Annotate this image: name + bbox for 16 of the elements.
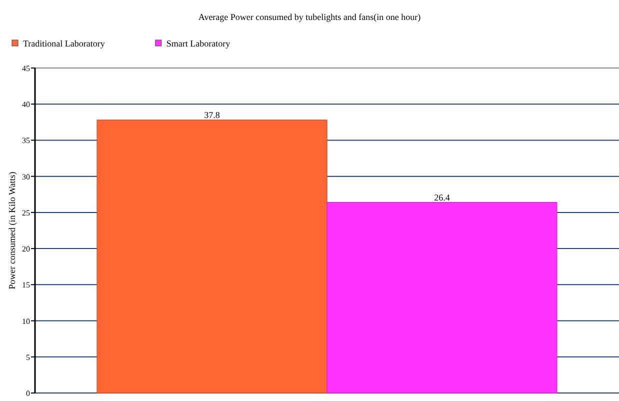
chart-title: Average Power consumed by tubelights and fans(in one hour)	[198, 12, 421, 22]
legend-label: Smart Laboratory	[166, 38, 231, 48]
y-tick-label: 0	[26, 389, 30, 398]
y-tick-label: 20	[22, 244, 30, 254]
y-tick-label: 35	[22, 136, 30, 146]
y-tick-label: 40	[22, 100, 30, 110]
y-tick-label: 30	[22, 172, 30, 182]
data-label: 37.8	[204, 110, 220, 120]
y-tick-label: 15	[22, 280, 30, 290]
y-axis-title: Power consumed (in Kilo Watts)	[7, 172, 17, 290]
y-tick-label: 5	[26, 352, 30, 362]
data-label: 26.4	[434, 192, 450, 202]
y-tick-label: 45	[22, 64, 30, 73]
legend-label: Traditional Laboratory	[23, 38, 106, 48]
y-tick-label: 25	[22, 208, 30, 218]
y-tick-label: 10	[22, 316, 30, 326]
